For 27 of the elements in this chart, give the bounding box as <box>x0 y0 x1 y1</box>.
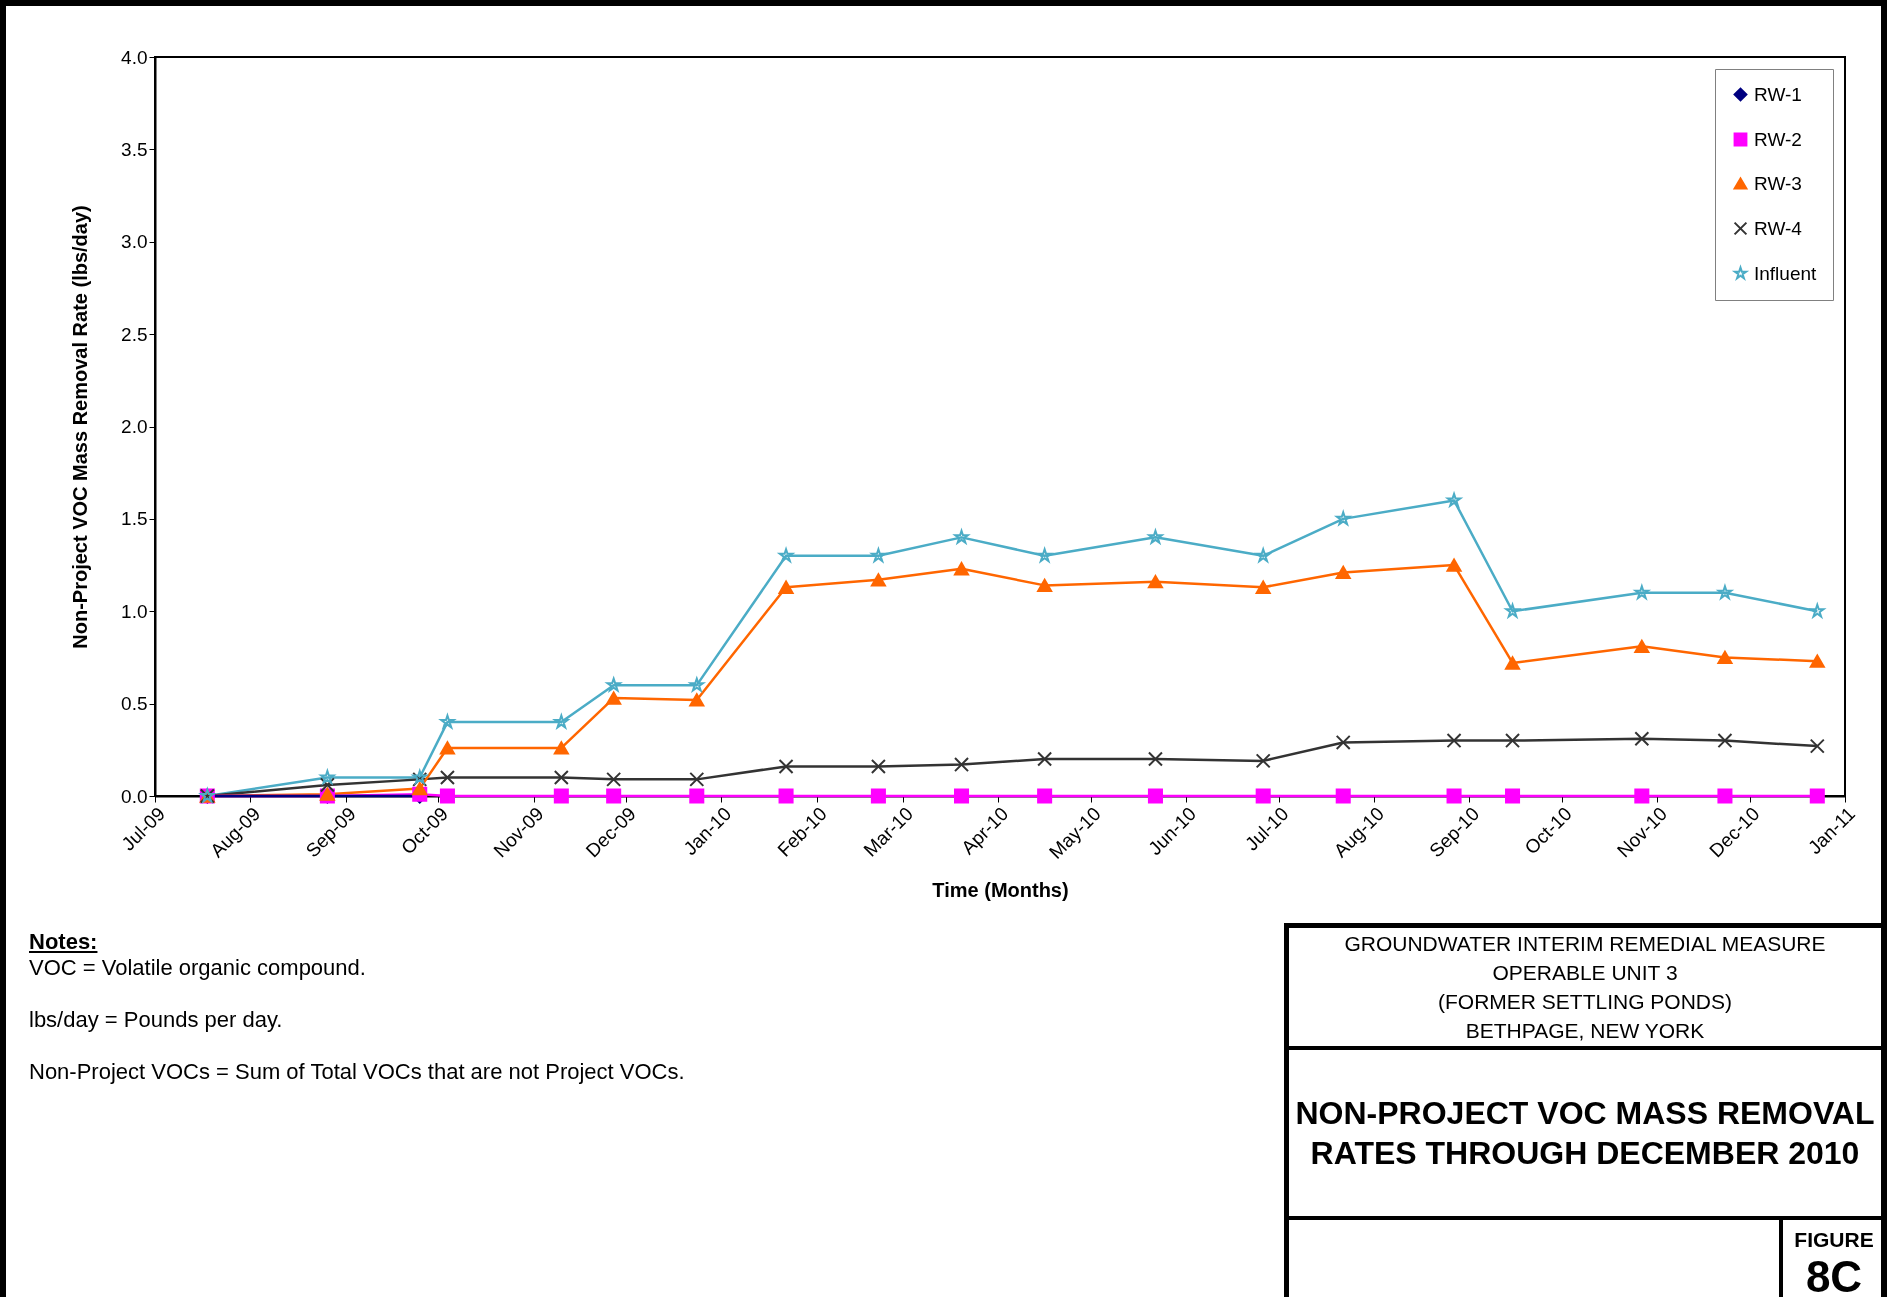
text: 8C <box>1804 1252 1864 1297</box>
legend-label: RW-1 <box>1754 83 1802 105</box>
x-axis-title: Time (Months) <box>932 878 1069 901</box>
y-tick-label: 1.0 <box>121 600 148 622</box>
text: Non-Project VOCs = Sum of Total VOCs that are not Project VOCs. <box>29 1059 685 1084</box>
text: (FORMER SETTLING PONDS) <box>1437 989 1733 1015</box>
y-tick-label: 0.5 <box>121 693 148 715</box>
y-tick-label: 2.0 <box>121 416 148 437</box>
text: NON-PROJECT VOC MASS REMOVAL RATES THROUGH DECEMBER 2010 <box>1289 1050 1881 1220</box>
y-tick-label: 1.5 <box>121 508 148 530</box>
y-tick-label: 0.0 <box>121 785 148 807</box>
legend-label: RW-3 <box>1754 172 1802 194</box>
text: lbs/day = Pounds per day. <box>29 1007 284 1032</box>
text: FIGURE <box>1793 1228 1875 1252</box>
y-tick-label: 4.0 <box>121 46 148 68</box>
y-tick-label: 3.0 <box>121 231 148 253</box>
text: VOC = Volatile organic compound. <box>29 955 367 980</box>
legend-label: RW-2 <box>1754 128 1802 150</box>
legend-label: Influent <box>1754 262 1818 284</box>
y-axis-title: Non-Project VOC Mass Removal Rate (lbs/day) <box>69 205 92 649</box>
text: OPERABLE UNIT 3 <box>1491 960 1679 986</box>
y-tick-label: 2.5 <box>121 323 148 345</box>
text: BETHPAGE, NEW YORK <box>1464 1018 1706 1044</box>
text: GROUNDWATER INTERIM REMEDIAL MEASURE <box>1343 931 1827 957</box>
text: Notes: <box>29 929 99 954</box>
legend-label: RW-4 <box>1754 217 1803 239</box>
y-tick-label: 3.5 <box>121 138 148 160</box>
